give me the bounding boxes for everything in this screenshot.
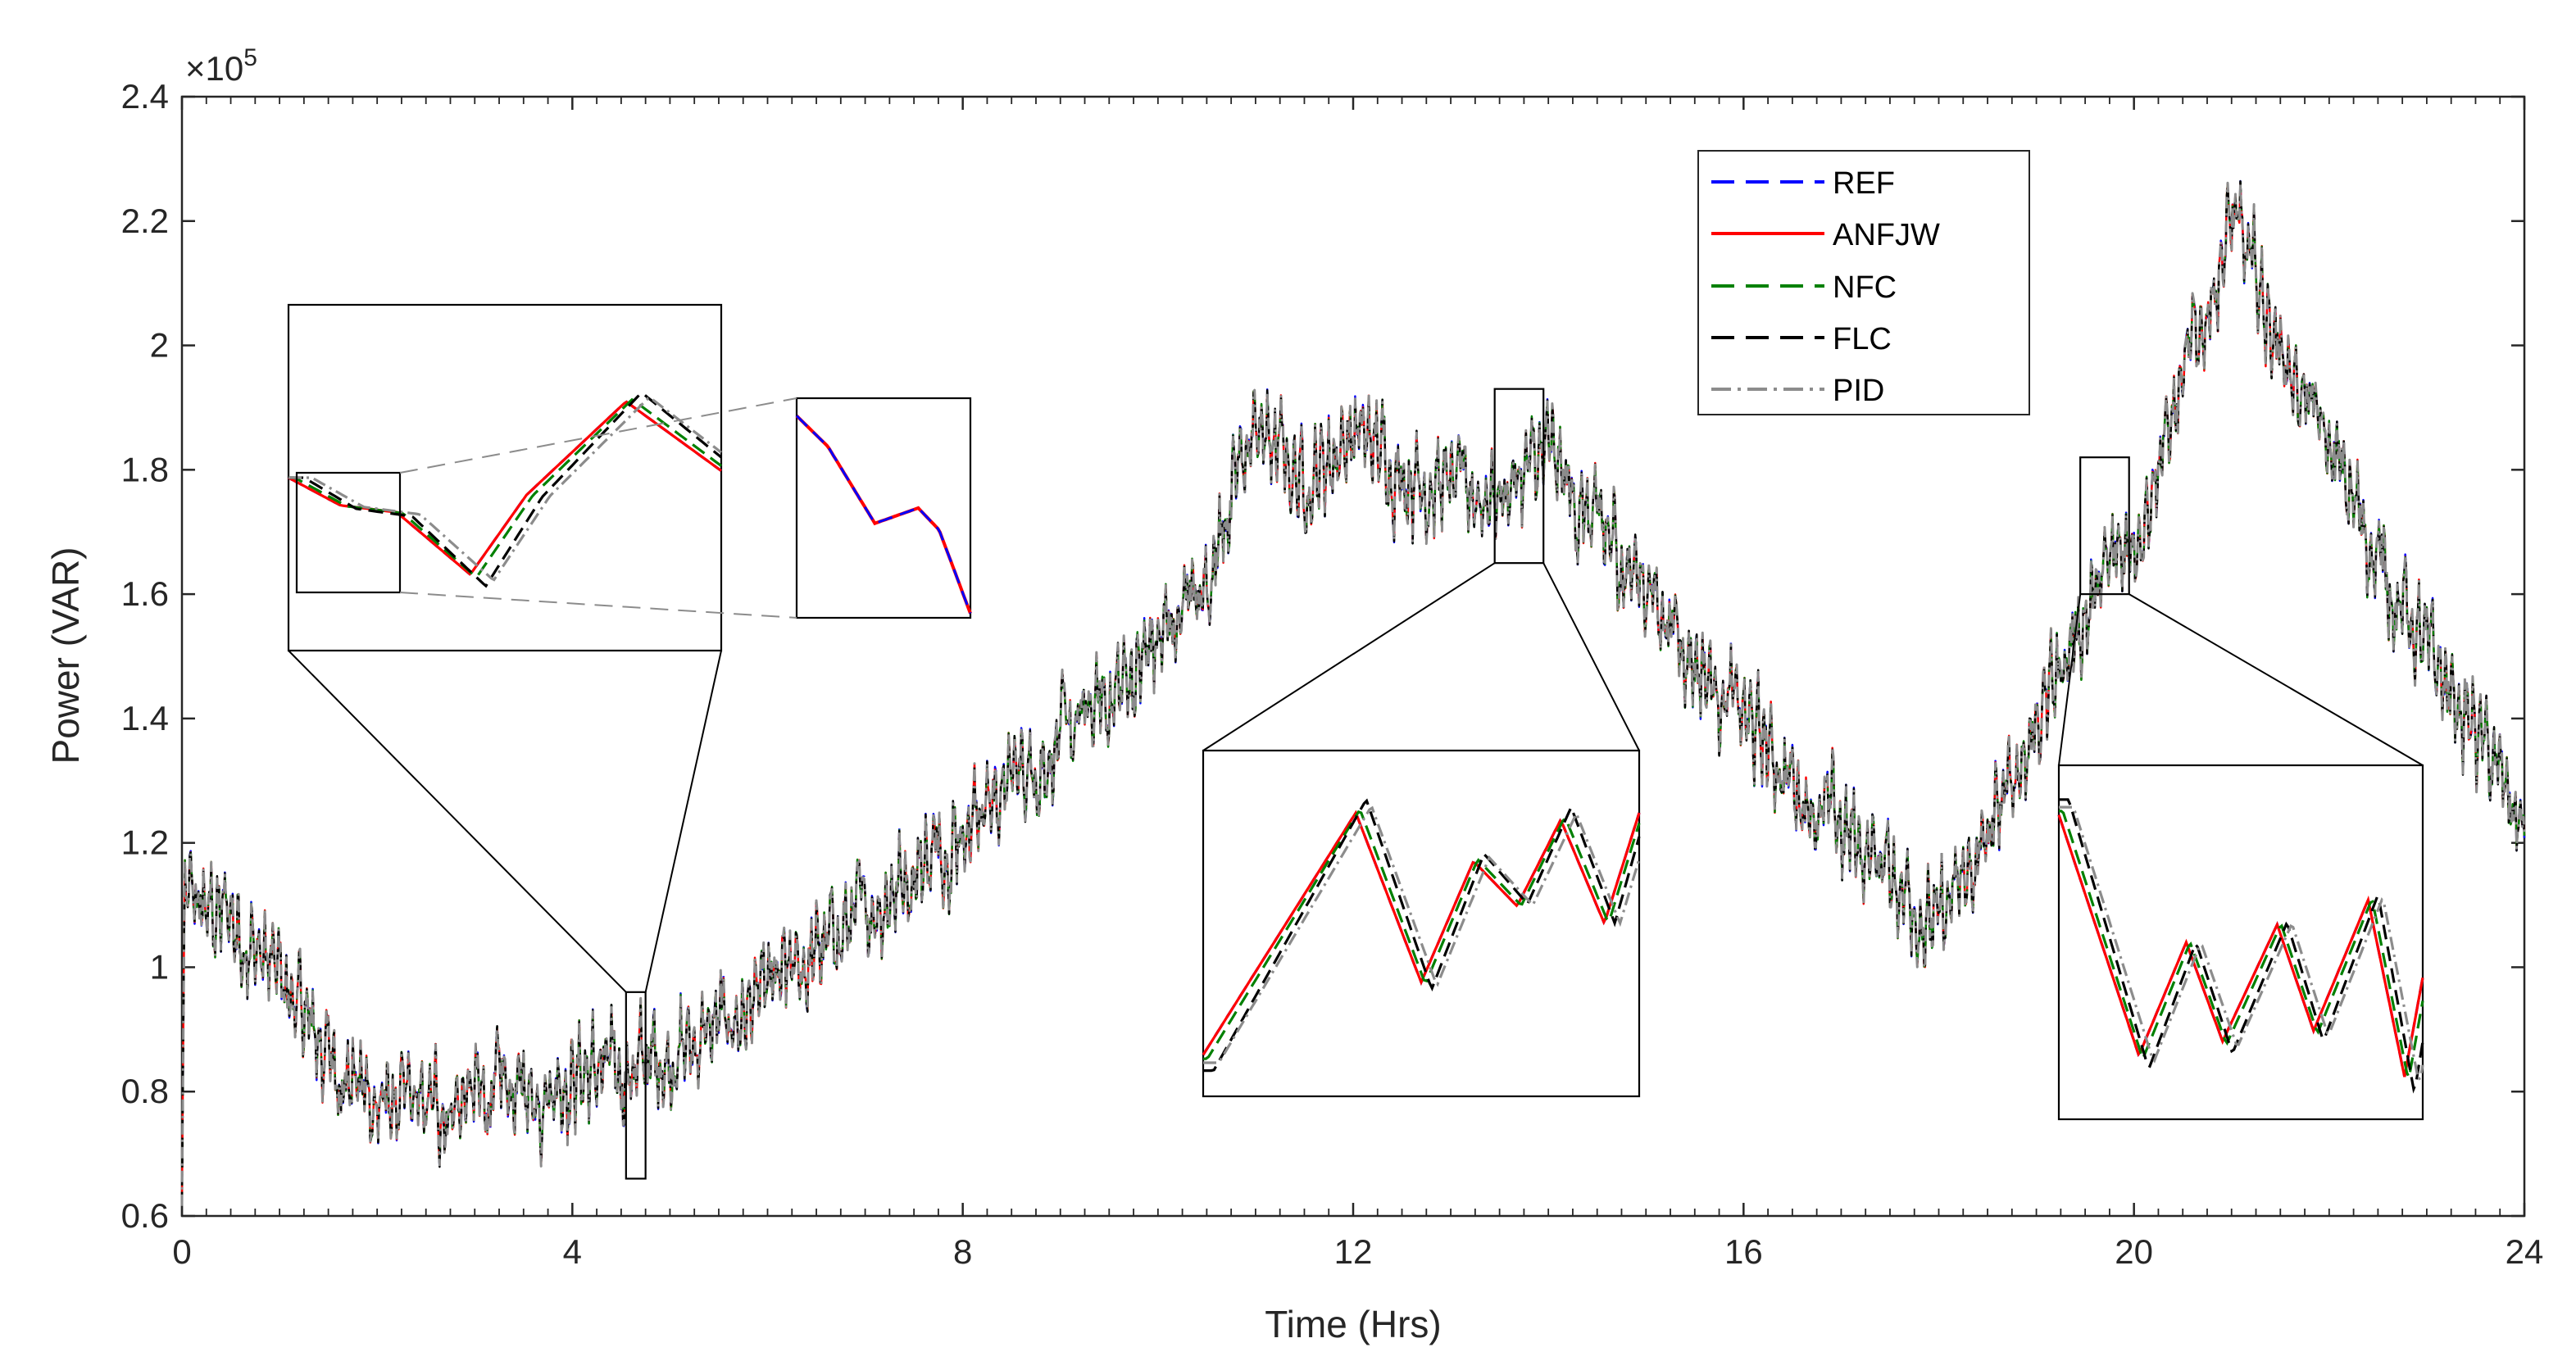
zoom-region-1 <box>625 991 647 1180</box>
zoom-inset-3 <box>2057 764 2424 1121</box>
y-tick-label-2.4: 2.4 <box>121 77 169 116</box>
legend-entry-flc: FLC <box>1711 322 1892 356</box>
x-tick-label-8: 8 <box>953 1232 972 1271</box>
zoom-inset-2-lines-flc <box>1203 798 1641 1073</box>
zoom-inset-3-lines-pid <box>2059 805 2424 1082</box>
y-tick-label-2: 2 <box>150 326 169 365</box>
legend-label-nfc: NFC <box>1833 270 1897 305</box>
zoom-inset-1-lines-pid <box>288 397 722 582</box>
x-tick-label-20: 20 <box>2115 1232 2153 1271</box>
zoom-inset-1-lines-flc <box>288 392 723 588</box>
zoom-inset-2-lines <box>1202 798 1641 1073</box>
x-axis-label: Time (Hrs) <box>1265 1303 1441 1345</box>
x-tick-label-16: 16 <box>1724 1232 1763 1271</box>
zoom-inset-1-lines <box>288 392 723 588</box>
zoom-inset-3-lines <box>2057 798 2424 1094</box>
legend-entry-ref: REF <box>1711 166 1895 201</box>
y-tick-label-0.8: 0.8 <box>121 1072 169 1110</box>
legend-label-flc: FLC <box>1833 322 1892 356</box>
x-tick-label-0: 0 <box>172 1232 191 1271</box>
y-tick-label-1.2: 1.2 <box>121 823 169 862</box>
zoom-connector-3a <box>2058 593 2082 766</box>
legend-entry-nfc: NFC <box>1711 270 1897 305</box>
y-tick-label-1.4: 1.4 <box>121 699 169 737</box>
zoom-inset-1b <box>795 397 972 619</box>
y-axis-label: Power (VAR) <box>44 547 87 764</box>
legend-label-pid: PID <box>1833 374 1884 408</box>
zoom-connector-1b <box>644 650 722 993</box>
zoom-region-2 <box>1493 388 1545 565</box>
zoom-connector-2b <box>1542 562 1640 751</box>
zoom-connector-1d <box>399 592 797 619</box>
x-tick-label-12: 12 <box>1334 1232 1373 1271</box>
y-multiplier-label: ×105 <box>185 44 257 88</box>
y-multiplier-exponent: 5 <box>243 44 257 71</box>
zoom-connector-3b <box>2128 593 2424 766</box>
y-tick-label-1: 1 <box>150 947 169 986</box>
zoom-inset-3-lines-anfjw <box>2057 814 2424 1077</box>
series-lines <box>180 179 2526 1206</box>
x-tick-label-24: 24 <box>2506 1232 2544 1271</box>
axis-ticks: 0 4 8 12 16 20 24 0.6 0.8 1 1.2 1.4 1.6 1.8 2 2.2 2.4 <box>121 77 2544 1271</box>
legend-label-anfjw: ANFJW <box>1833 218 1940 252</box>
zoom-connector-2a <box>1202 562 1496 751</box>
x-tick-label-4: 4 <box>563 1232 582 1271</box>
zoom-connector-1a <box>288 650 627 993</box>
zoom-inset-1-subregion <box>295 471 402 594</box>
zoom-inset-2 <box>1202 749 1641 1098</box>
zoom-connector-1c <box>399 397 797 474</box>
y-tick-label-0.6: 0.6 <box>121 1196 169 1235</box>
zoom-inset-3-lines-nfc <box>2059 810 2424 1082</box>
legend-label-ref: REF <box>1833 166 1895 201</box>
zoom-inset-2-lines-nfc <box>1203 810 1641 1060</box>
zoom-inset-3-lines-flc <box>2059 798 2424 1094</box>
zoom-inset-1b-lines <box>795 414 972 615</box>
legend-box <box>1697 150 2030 415</box>
zoom-inset-2-lines-pid <box>1203 805 1641 1064</box>
y-tick-label-1.6: 1.6 <box>121 574 169 613</box>
y-tick-label-1.8: 1.8 <box>121 450 169 488</box>
y-tick-label-2.2: 2.2 <box>121 202 169 240</box>
series-line-pid <box>180 181 2526 1206</box>
legend-entry-pid: PID <box>1711 374 1884 408</box>
zoom-inset-1b-ref <box>795 415 972 615</box>
legend: REF ANFJW NFC FLC PID <box>1697 150 2030 415</box>
legend-entry-anfjw: ANFJW <box>1711 218 1940 252</box>
zoom-insets <box>287 303 2424 1180</box>
zoom-region-3 <box>2079 456 2130 596</box>
